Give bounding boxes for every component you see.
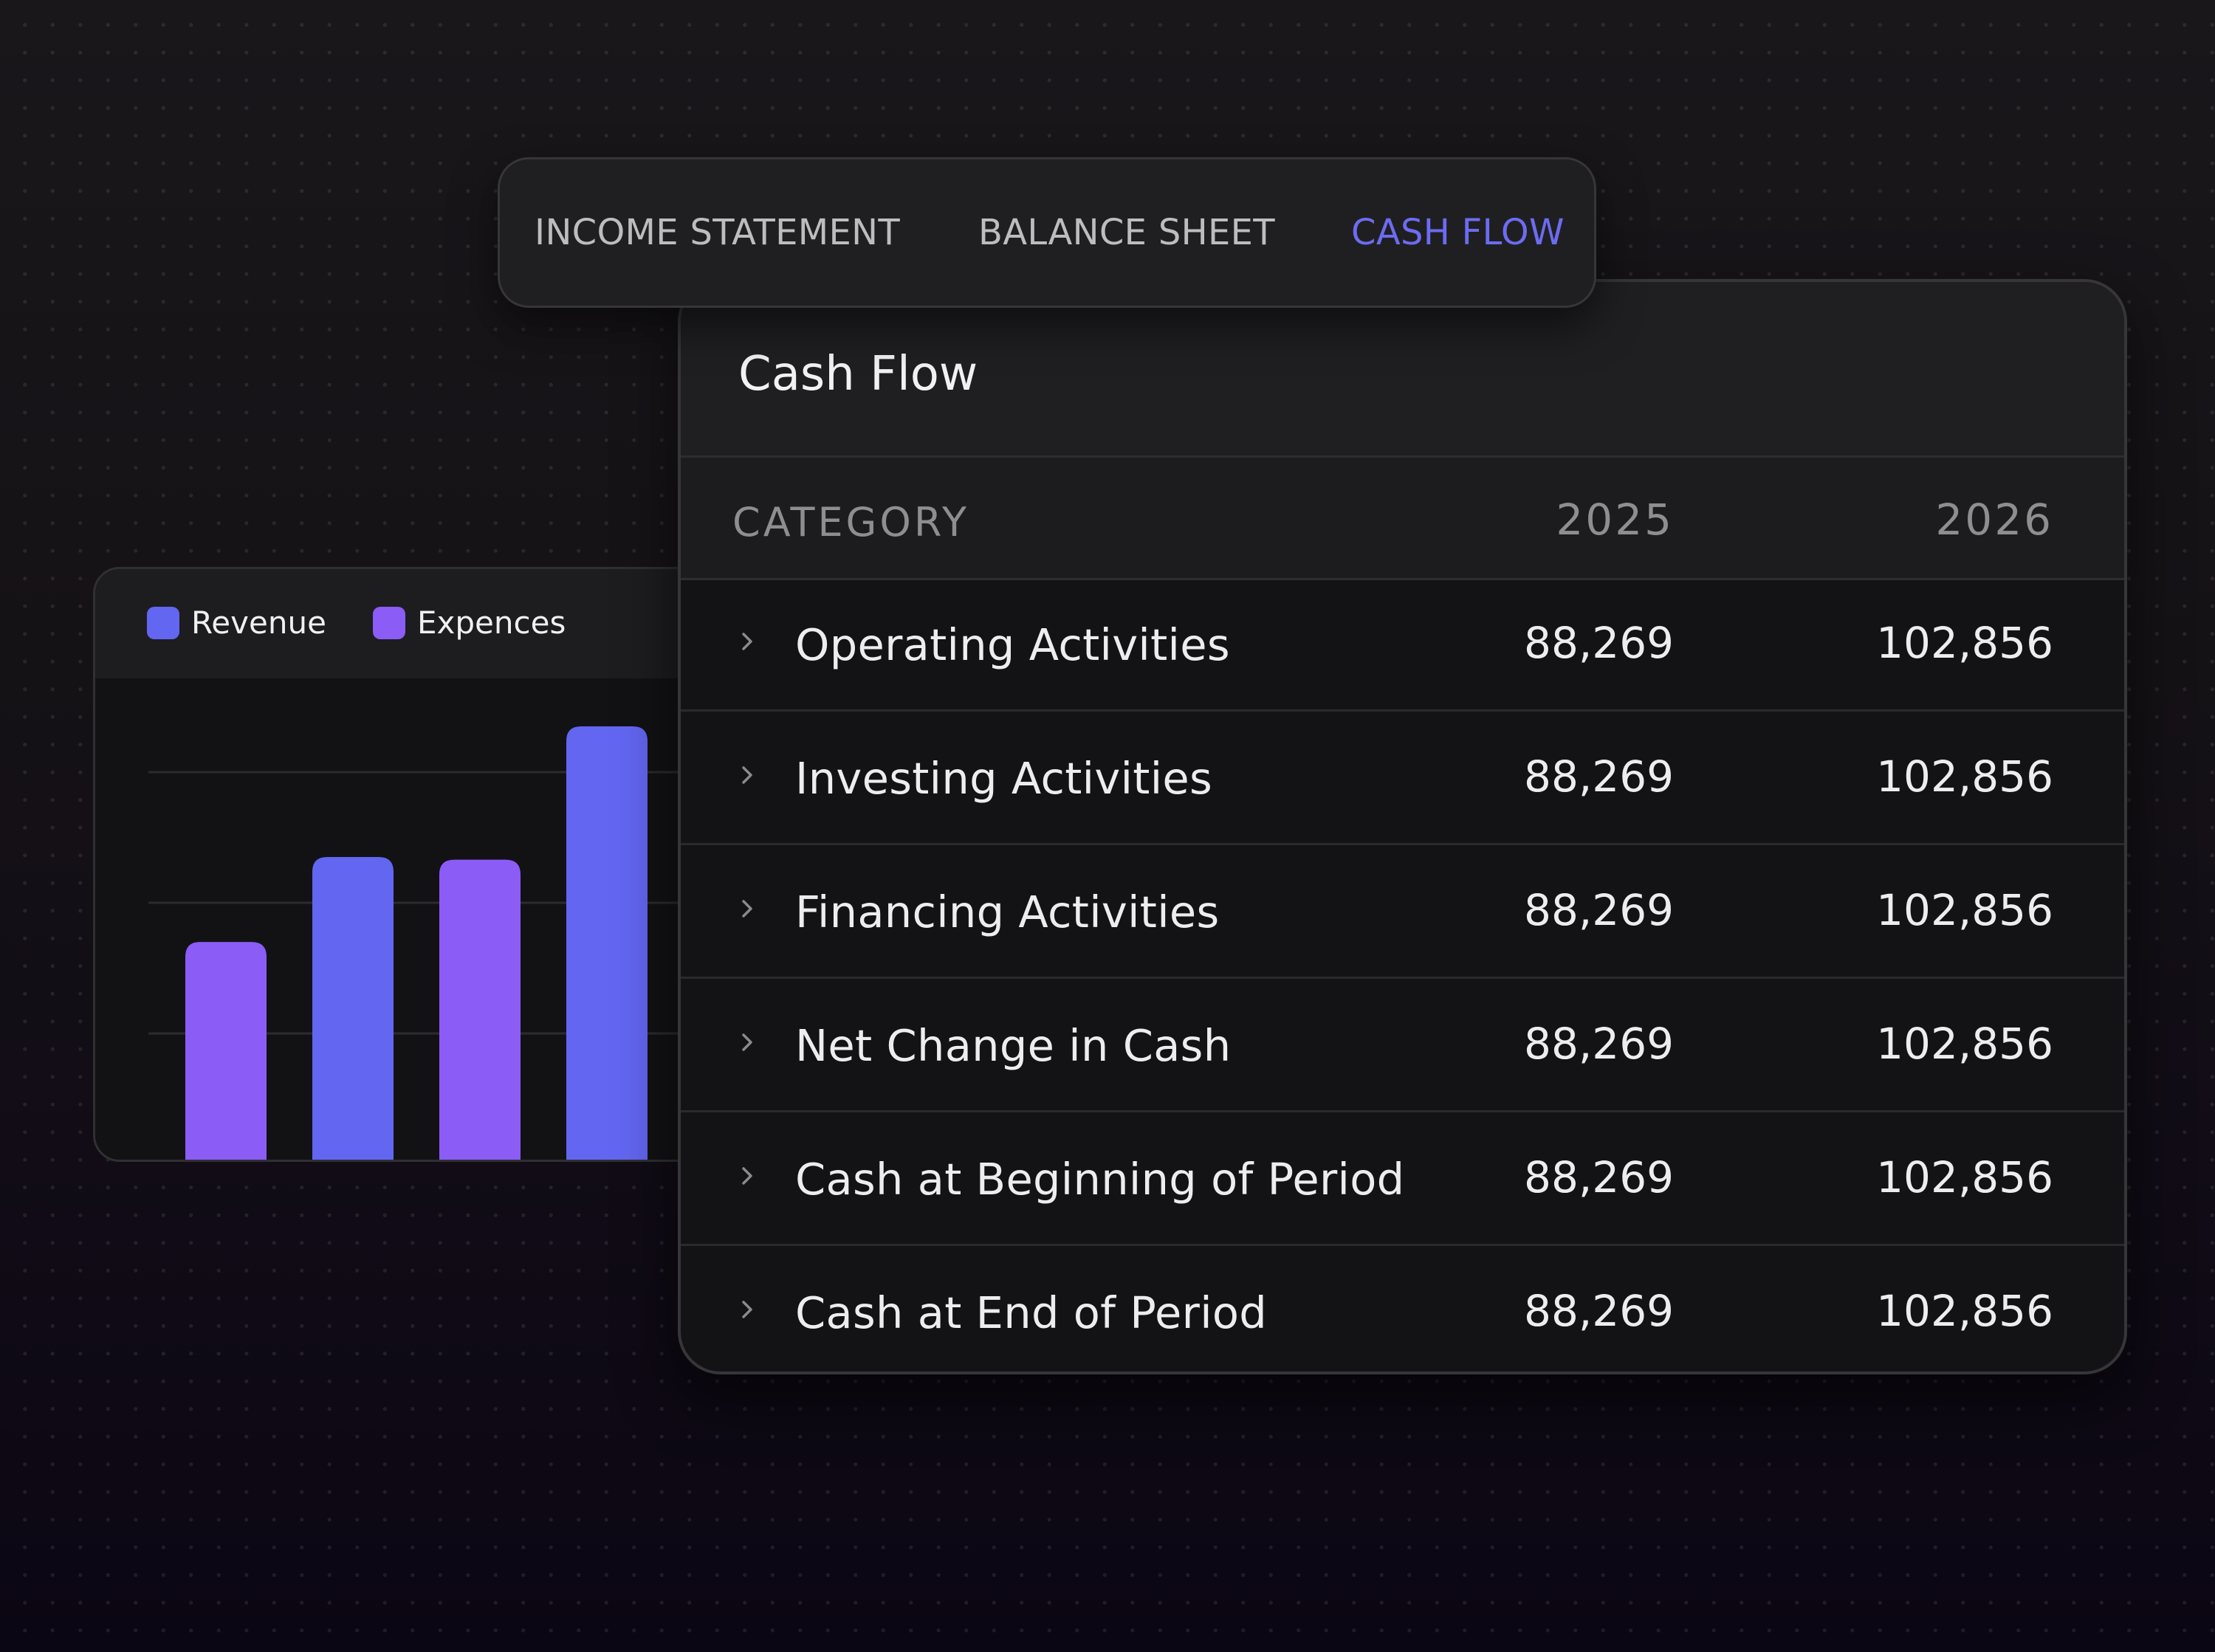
bar-expenses[interactable] <box>439 859 521 1162</box>
statement-tabs: INCOME STATEMENT BALANCE SHEET CASH FLOW <box>498 157 1596 308</box>
row-label: Net Change in Cash <box>795 1020 1232 1071</box>
row-value-2026: 102,856 <box>1876 618 2053 668</box>
table-row[interactable]: Net Change in Cash 88,269 102,856 <box>681 979 2124 1112</box>
chevron-right-icon[interactable] <box>737 760 759 790</box>
expenses-swatch <box>373 606 405 639</box>
revenue-swatch <box>147 606 179 639</box>
column-header-2025[interactable]: 2025 <box>1556 495 1674 545</box>
row-value-2025: 88,269 <box>1524 751 1674 802</box>
tab-balance-sheet[interactable]: BALANCE SHEET <box>978 212 1275 253</box>
row-value-2025: 88,269 <box>1524 618 1674 668</box>
row-value-2025: 88,269 <box>1524 1152 1674 1202</box>
row-label: Financing Activities <box>795 887 1220 937</box>
cash-flow-title: Cash Flow <box>738 347 978 402</box>
bar-chart <box>148 726 829 1162</box>
bar-revenue[interactable] <box>566 726 648 1162</box>
bar-expenses[interactable] <box>185 942 267 1162</box>
row-label: Operating Activities <box>795 619 1230 670</box>
bar-revenue[interactable] <box>312 857 394 1162</box>
legend-label-revenue: Revenue <box>191 605 326 641</box>
table-column-header: CATEGORY 2025 2026 <box>681 458 2124 580</box>
row-value-2026: 102,856 <box>1876 885 2053 935</box>
chevron-right-icon[interactable] <box>737 1161 759 1191</box>
row-label: Cash at End of Period <box>795 1287 1268 1338</box>
row-value-2026: 102,856 <box>1876 1286 2053 1336</box>
chevron-right-icon[interactable] <box>737 1295 759 1324</box>
row-value-2026: 102,856 <box>1876 1152 2053 1202</box>
legend-item-revenue[interactable]: Revenue <box>147 605 326 641</box>
cash-flow-card: Cash Flow CATEGORY 2025 2026 Operating A… <box>678 279 2127 1374</box>
table-row[interactable]: Operating Activities 88,269 102,856 <box>681 578 2124 712</box>
column-header-category[interactable]: CATEGORY <box>732 499 969 545</box>
row-value-2025: 88,269 <box>1524 1019 1674 1069</box>
chevron-right-icon[interactable] <box>737 627 759 656</box>
row-value-2026: 102,856 <box>1876 751 2053 802</box>
row-label: Investing Activities <box>795 753 1213 804</box>
row-value-2026: 102,856 <box>1876 1019 2053 1069</box>
chevron-right-icon[interactable] <box>737 1028 759 1057</box>
cash-flow-header: Cash Flow <box>681 282 2124 458</box>
chevron-right-icon[interactable] <box>737 894 759 923</box>
column-header-2026[interactable]: 2026 <box>1935 495 2053 545</box>
legend-item-expenses[interactable]: Expences <box>373 605 566 641</box>
row-label: Cash at Beginning of Period <box>795 1154 1405 1205</box>
table-row[interactable]: Financing Activities 88,269 102,856 <box>681 845 2124 979</box>
table-row[interactable]: Investing Activities 88,269 102,856 <box>681 712 2124 845</box>
legend-label-expenses: Expences <box>417 605 566 641</box>
cash-flow-rows: Operating Activities 88,269 102,856 Investi… <box>681 578 2124 1371</box>
table-row[interactable]: Cash at Beginning of Period 88,269 102,856 <box>681 1112 2124 1246</box>
table-row[interactable]: Cash at End of Period 88,269 102,856 <box>681 1246 2124 1371</box>
tab-cash-flow[interactable]: CASH FLOW <box>1351 212 1565 253</box>
tab-income-statement[interactable]: INCOME STATEMENT <box>535 212 900 253</box>
row-value-2025: 88,269 <box>1524 885 1674 935</box>
row-value-2025: 88,269 <box>1524 1286 1674 1336</box>
